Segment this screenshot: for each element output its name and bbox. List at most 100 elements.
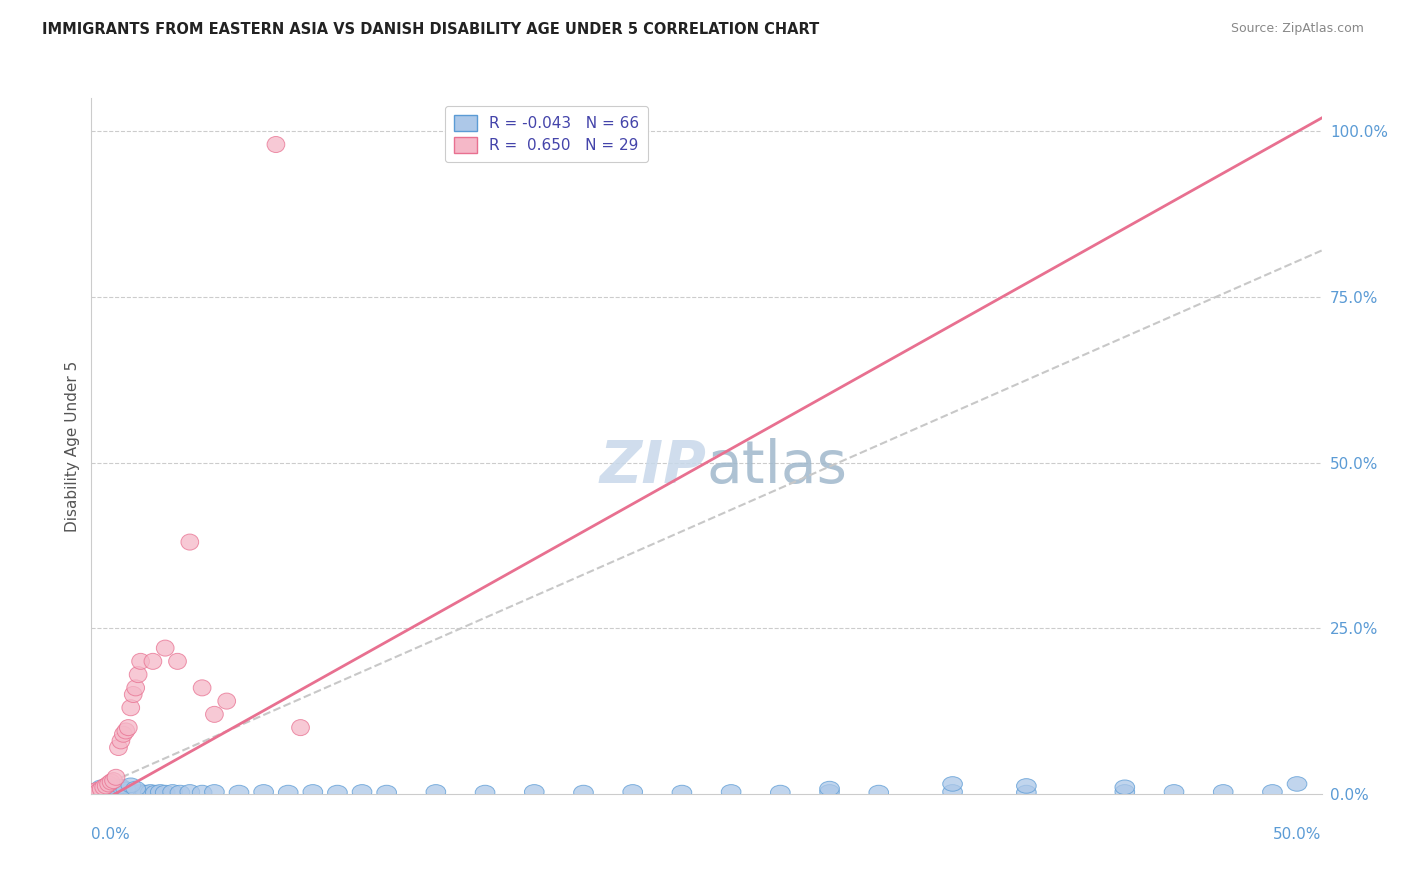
Ellipse shape (672, 785, 692, 800)
Ellipse shape (770, 785, 790, 800)
Ellipse shape (132, 653, 149, 669)
Ellipse shape (869, 785, 889, 800)
Ellipse shape (111, 780, 131, 794)
Ellipse shape (114, 726, 132, 742)
Ellipse shape (124, 687, 142, 703)
Y-axis label: Disability Age Under 5: Disability Age Under 5 (65, 360, 80, 532)
Ellipse shape (278, 785, 298, 800)
Ellipse shape (163, 785, 183, 799)
Ellipse shape (623, 785, 643, 799)
Ellipse shape (103, 774, 120, 790)
Ellipse shape (1263, 785, 1282, 799)
Ellipse shape (721, 785, 741, 799)
Text: IMMIGRANTS FROM EASTERN ASIA VS DANISH DISABILITY AGE UNDER 5 CORRELATION CHART: IMMIGRANTS FROM EASTERN ASIA VS DANISH D… (42, 22, 820, 37)
Ellipse shape (87, 785, 107, 799)
Ellipse shape (1017, 779, 1036, 793)
Ellipse shape (1164, 785, 1184, 799)
Ellipse shape (96, 785, 115, 799)
Ellipse shape (328, 785, 347, 800)
Text: atlas: atlas (706, 438, 848, 495)
Ellipse shape (107, 780, 127, 795)
Text: 50.0%: 50.0% (1274, 827, 1322, 841)
Ellipse shape (155, 785, 174, 800)
Ellipse shape (1017, 785, 1036, 800)
Ellipse shape (156, 640, 174, 657)
Ellipse shape (267, 136, 285, 153)
Ellipse shape (97, 778, 115, 794)
Ellipse shape (180, 785, 200, 799)
Ellipse shape (377, 785, 396, 800)
Ellipse shape (1213, 785, 1233, 799)
Ellipse shape (104, 785, 124, 800)
Ellipse shape (107, 769, 125, 785)
Ellipse shape (1115, 780, 1135, 795)
Ellipse shape (193, 785, 212, 800)
Ellipse shape (254, 785, 273, 799)
Ellipse shape (90, 783, 108, 799)
Ellipse shape (107, 785, 127, 799)
Ellipse shape (150, 785, 170, 799)
Ellipse shape (127, 680, 145, 696)
Legend: R = -0.043   N = 66, R =  0.650   N = 29: R = -0.043 N = 66, R = 0.650 N = 29 (444, 106, 648, 162)
Ellipse shape (114, 785, 134, 800)
Ellipse shape (524, 785, 544, 799)
Ellipse shape (121, 778, 141, 793)
Ellipse shape (110, 739, 128, 756)
Ellipse shape (100, 776, 118, 792)
Ellipse shape (146, 785, 166, 800)
Ellipse shape (84, 784, 103, 800)
Ellipse shape (94, 785, 114, 800)
Ellipse shape (115, 782, 135, 797)
Ellipse shape (135, 785, 155, 800)
Ellipse shape (124, 785, 143, 800)
Ellipse shape (820, 781, 839, 796)
Ellipse shape (205, 785, 224, 799)
Ellipse shape (1115, 785, 1135, 799)
Ellipse shape (108, 785, 128, 800)
Ellipse shape (129, 666, 148, 682)
Ellipse shape (475, 785, 495, 800)
Ellipse shape (820, 785, 839, 799)
Ellipse shape (304, 785, 322, 799)
Ellipse shape (218, 693, 236, 709)
Ellipse shape (104, 772, 122, 789)
Ellipse shape (120, 720, 138, 736)
Ellipse shape (91, 785, 111, 799)
Ellipse shape (141, 785, 160, 799)
Ellipse shape (574, 785, 593, 800)
Ellipse shape (121, 785, 141, 799)
Ellipse shape (87, 782, 105, 798)
Ellipse shape (942, 785, 962, 799)
Ellipse shape (101, 785, 121, 799)
Ellipse shape (93, 781, 110, 797)
Text: 0.0%: 0.0% (91, 827, 131, 841)
Text: Source: ZipAtlas.com: Source: ZipAtlas.com (1230, 22, 1364, 36)
Ellipse shape (170, 785, 190, 800)
Ellipse shape (426, 785, 446, 799)
Ellipse shape (101, 779, 121, 793)
Ellipse shape (181, 534, 198, 550)
Ellipse shape (117, 723, 135, 739)
Ellipse shape (131, 785, 150, 799)
Ellipse shape (143, 653, 162, 669)
Ellipse shape (111, 785, 131, 799)
Ellipse shape (94, 780, 112, 796)
Ellipse shape (122, 699, 139, 715)
Ellipse shape (193, 680, 211, 696)
Ellipse shape (291, 720, 309, 736)
Text: ZIP: ZIP (599, 438, 706, 495)
Ellipse shape (942, 777, 962, 791)
Ellipse shape (84, 785, 104, 800)
Ellipse shape (98, 785, 118, 800)
Ellipse shape (205, 706, 224, 723)
Ellipse shape (128, 785, 148, 800)
Ellipse shape (169, 653, 187, 669)
Ellipse shape (96, 781, 115, 796)
Ellipse shape (89, 785, 108, 800)
Ellipse shape (112, 733, 129, 749)
Ellipse shape (115, 785, 135, 799)
Ellipse shape (118, 785, 138, 800)
Ellipse shape (91, 780, 111, 795)
Ellipse shape (352, 785, 371, 799)
Ellipse shape (229, 785, 249, 800)
